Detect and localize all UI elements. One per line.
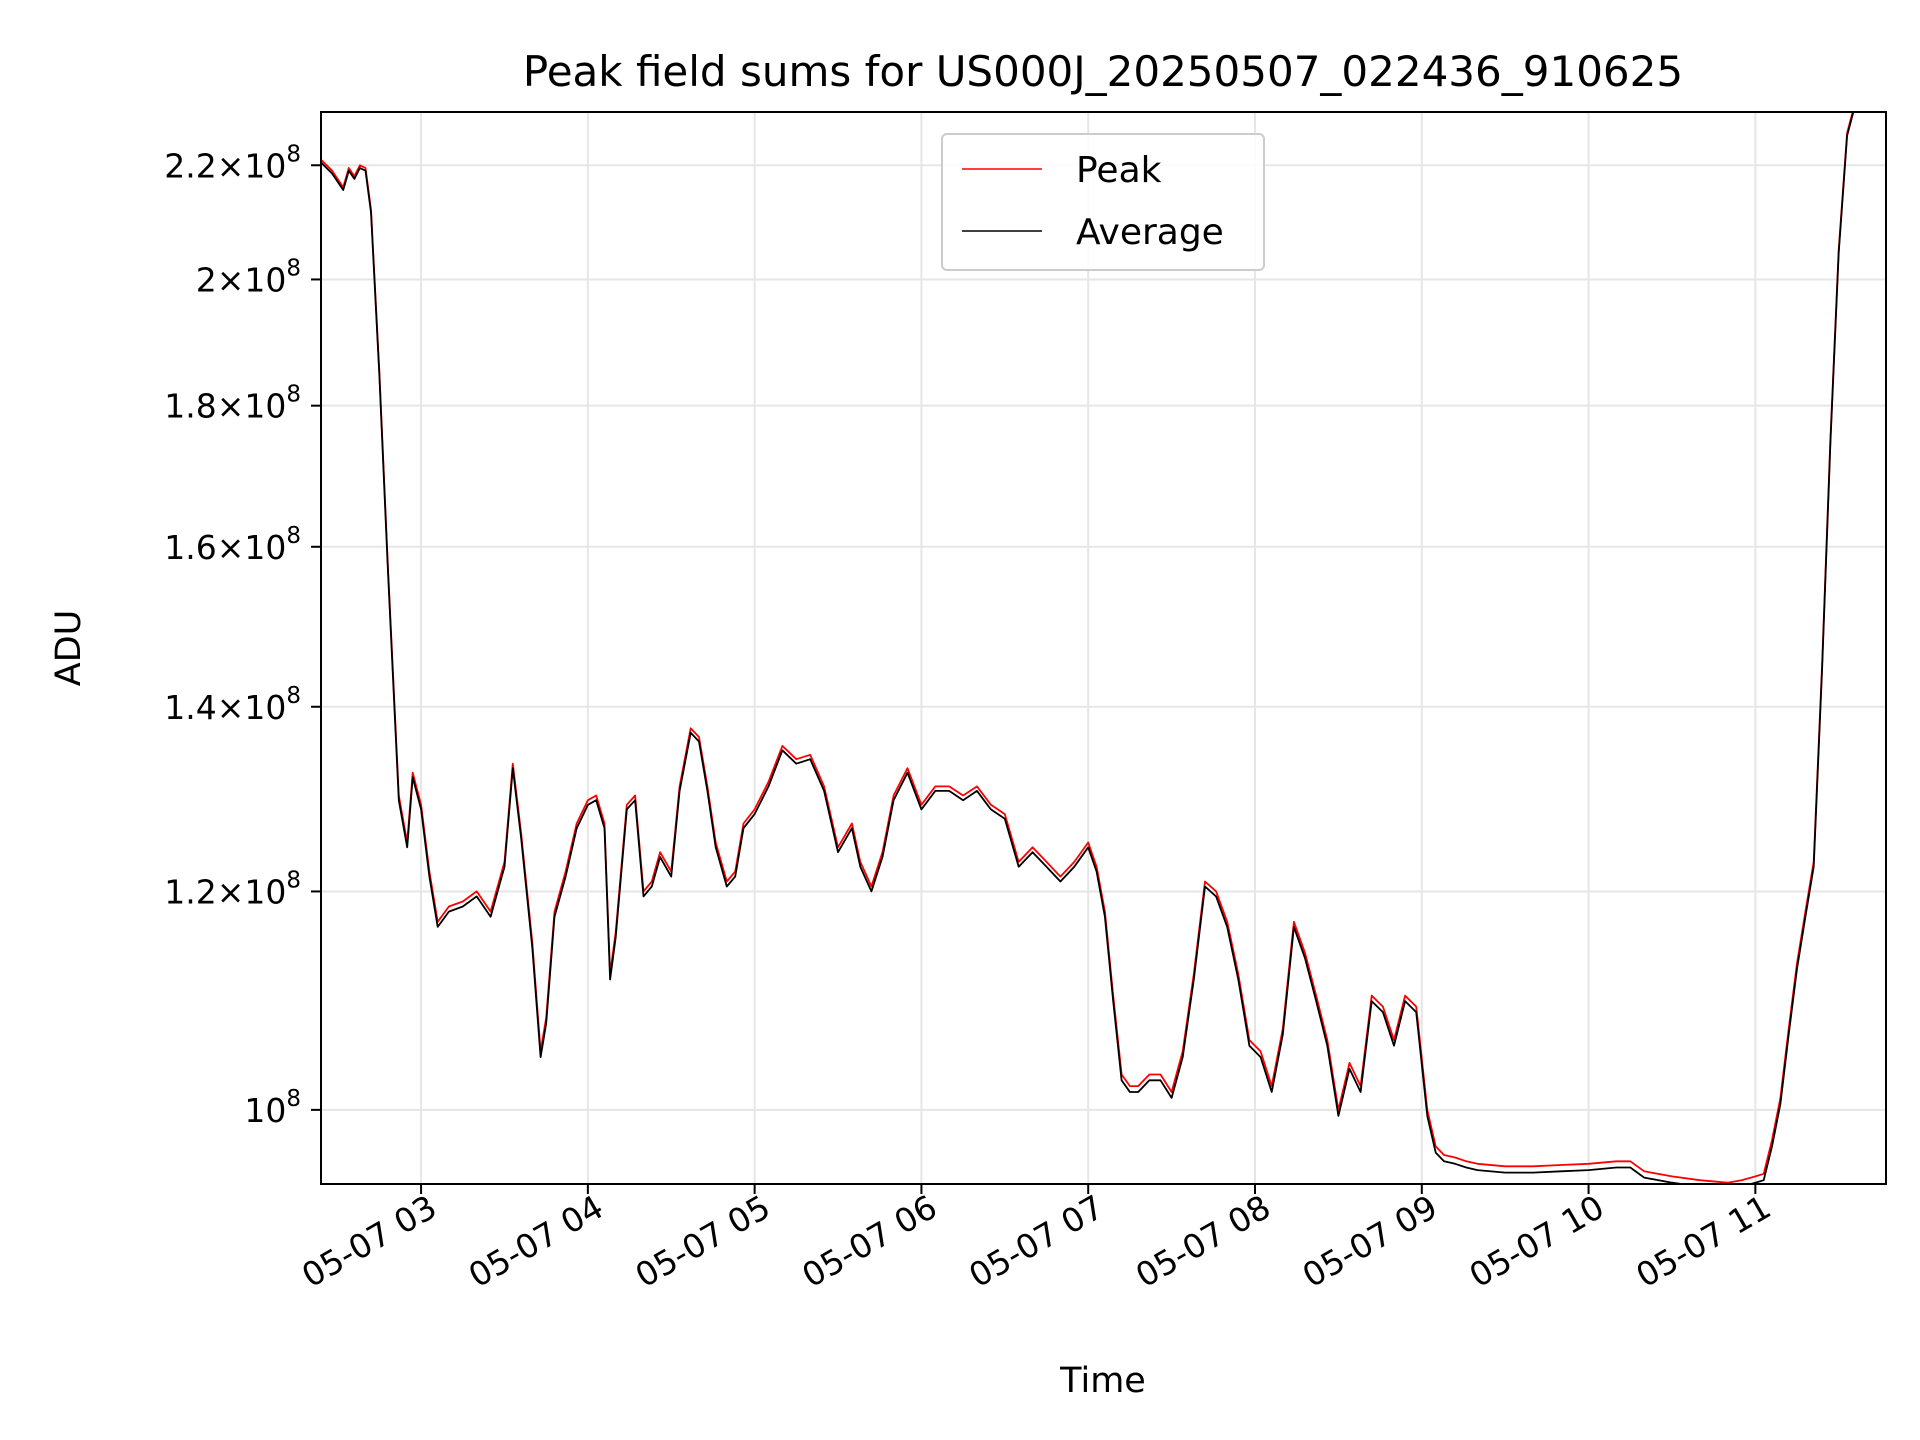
legend-label-peak: Peak — [1076, 150, 1162, 191]
series-line-average — [321, 112, 1855, 1184]
legend: Peak Average — [941, 133, 1265, 271]
grid — [321, 112, 1886, 1184]
y-tick-label-0: 108 — [244, 1086, 301, 1130]
x-axis-label: Time — [1059, 1361, 1146, 1401]
y-tick-label-3: 1.6×108 — [164, 523, 301, 567]
chart-title: Peak field sums for US000J_20250507_0224… — [523, 47, 1683, 96]
y-axis-ticks: 108 1.2×108 1.4×108 1.6×108 1.8×108 2×108 2.2×… — [164, 141, 321, 1130]
plot-frame — [320, 111, 1887, 1185]
legend-box — [941, 133, 1265, 271]
y-tick-label-6: 2.2×108 — [164, 141, 301, 185]
y-tick-label-1: 1.2×108 — [164, 867, 301, 911]
y-tick-label-5: 2×108 — [196, 255, 301, 299]
series-lines — [321, 112, 1855, 1184]
y-axis-label: ADU — [49, 610, 89, 687]
y-tick-label-4: 1.8×108 — [164, 382, 301, 426]
y-tick-label-2: 1.4×108 — [164, 683, 301, 727]
legend-label-average: Average — [1076, 212, 1224, 253]
